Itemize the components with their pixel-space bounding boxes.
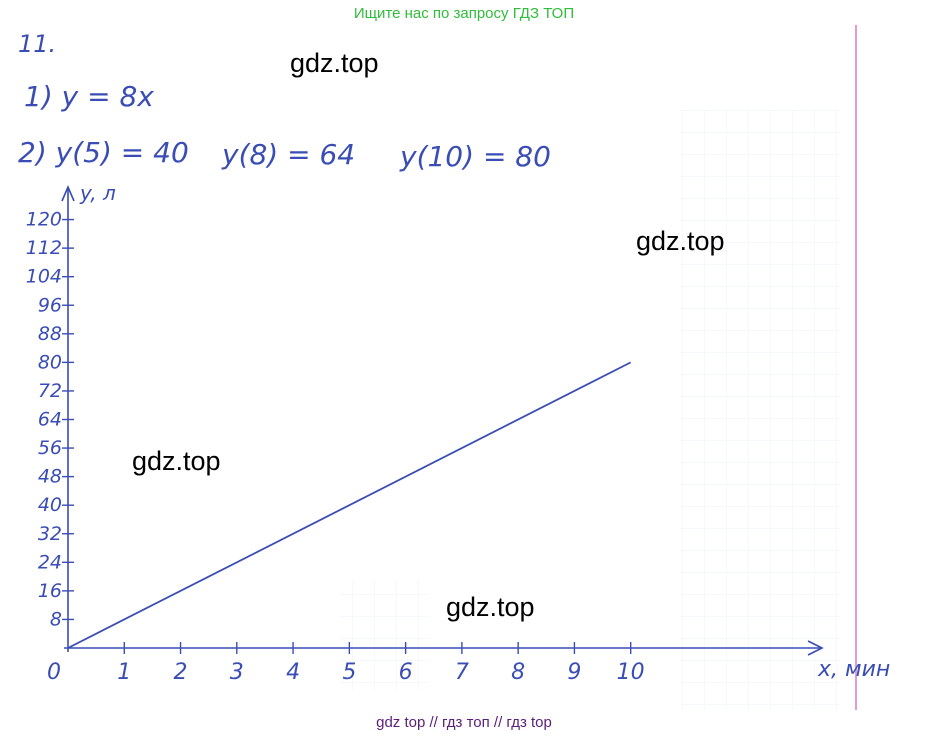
footer: gdz top // гдз топ // гдз top bbox=[376, 714, 552, 731]
y-tick-label: 32 bbox=[38, 523, 62, 545]
y-tick-label: 40 bbox=[38, 494, 62, 516]
watermark: gdz.top bbox=[290, 48, 379, 78]
y-tick-label: 96 bbox=[38, 294, 62, 316]
x-tick-label: 6 bbox=[399, 660, 413, 685]
watermark: gdz.top bbox=[446, 592, 535, 622]
faint-grid bbox=[340, 580, 430, 690]
note: 1) y = 8x bbox=[24, 80, 154, 113]
x-tick-label: 4 bbox=[286, 660, 300, 685]
x-tick-label: 3 bbox=[230, 660, 244, 685]
watermark: gdz.top bbox=[132, 446, 221, 476]
note: 2) y(5) = 40 bbox=[18, 136, 189, 169]
y-tick-label: 16 bbox=[38, 580, 62, 602]
x-tick-label: 9 bbox=[567, 660, 581, 685]
y-tick-label: 120 bbox=[26, 209, 62, 231]
y-tick-label: 112 bbox=[26, 237, 62, 259]
data-line bbox=[67, 361, 632, 649]
y-tick-label: 80 bbox=[38, 351, 62, 373]
note: 11. bbox=[18, 30, 56, 58]
header: Ищите нас по запросу ГДЗ ТОП bbox=[354, 5, 574, 22]
x-tick-label: 7 bbox=[455, 660, 469, 685]
x-tick-label: 0 bbox=[47, 660, 61, 685]
y-tick-label: 8 bbox=[50, 608, 62, 630]
x-tick-label: 2 bbox=[174, 660, 188, 685]
y-tick-label: 104 bbox=[26, 266, 62, 288]
x-tick-label: 1 bbox=[117, 660, 131, 685]
x-tick-label: 5 bbox=[342, 660, 356, 685]
y-tick-label: 64 bbox=[38, 409, 62, 431]
y-tick-label: 72 bbox=[38, 380, 62, 402]
y-axis-label: y, л bbox=[79, 181, 116, 205]
note: y(10) = 80 bbox=[399, 140, 551, 173]
y-arrow bbox=[61, 184, 75, 202]
watermark: gdz.top bbox=[636, 226, 725, 256]
x-axis-label: x, мин bbox=[817, 657, 890, 682]
x-arrow bbox=[807, 640, 824, 656]
faint-grid bbox=[680, 110, 840, 710]
x-tick-label: 10 bbox=[617, 660, 645, 685]
y-tick-label: 48 bbox=[38, 466, 62, 488]
note: y(8) = 64 bbox=[221, 138, 355, 171]
x-tick-label: 8 bbox=[511, 660, 525, 685]
y-tick-label: 88 bbox=[38, 323, 62, 345]
y-tick-label: 56 bbox=[38, 437, 62, 459]
y-tick-label: 24 bbox=[38, 551, 62, 573]
